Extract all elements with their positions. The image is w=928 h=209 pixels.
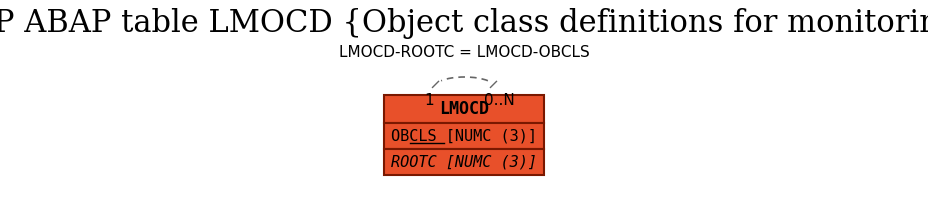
Text: 0..N: 0..N <box>483 93 514 108</box>
Bar <box>384 123 544 149</box>
Text: OBCLS [NUMC (3)]: OBCLS [NUMC (3)] <box>391 129 537 144</box>
Text: SAP ABAP table LMOCD {Object class definitions for monitoring}: SAP ABAP table LMOCD {Object class defin… <box>0 8 928 39</box>
Bar <box>384 95 544 123</box>
Text: LMOCD-ROOTC = LMOCD-OBCLS: LMOCD-ROOTC = LMOCD-OBCLS <box>339 45 589 60</box>
Text: 1: 1 <box>424 93 434 108</box>
Text: LMOCD: LMOCD <box>439 100 489 118</box>
Text: ROOTC [NUMC (3)]: ROOTC [NUMC (3)] <box>391 154 537 169</box>
Bar <box>384 149 544 175</box>
